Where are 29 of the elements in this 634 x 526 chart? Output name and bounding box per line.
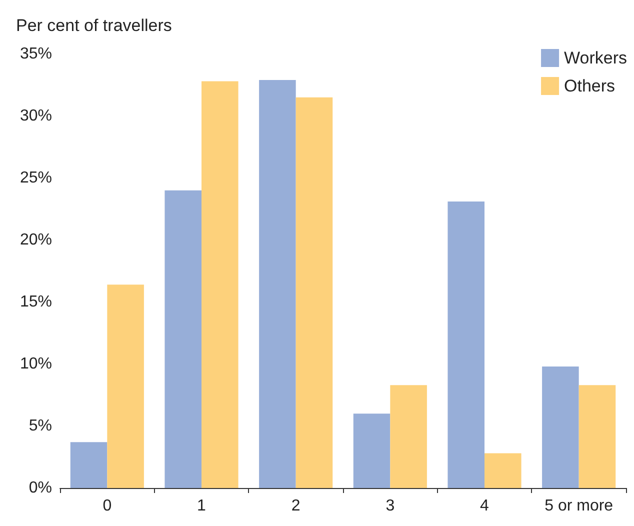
y-tick-label: 10% — [20, 356, 52, 372]
bar — [164, 190, 202, 488]
legend-label: Workers — [564, 48, 628, 68]
bar — [107, 284, 144, 488]
bar — [390, 385, 427, 488]
y-tick-label: 15% — [20, 294, 52, 310]
y-tick-label: 5% — [28, 418, 52, 434]
bar — [296, 97, 333, 488]
legend-label: Others — [564, 76, 616, 96]
x-tick-label: 3 — [386, 498, 395, 514]
bar — [578, 385, 616, 488]
bar — [448, 202, 484, 488]
bar — [202, 81, 238, 488]
y-tick-label: 0% — [28, 480, 52, 496]
bar — [484, 453, 522, 488]
bar — [259, 80, 296, 488]
bar — [542, 366, 579, 488]
x-tick-label: 2 — [291, 498, 300, 514]
y-tick-label: 20% — [20, 232, 52, 248]
y-axis-title: Per cent of travellers — [16, 16, 172, 35]
y-tick-label: 30% — [20, 108, 52, 124]
bar — [70, 442, 108, 488]
x-tick-label: 0 — [102, 498, 112, 514]
bar — [353, 414, 390, 488]
x-tick-label: 4 — [480, 498, 490, 514]
y-tick-label: 35% — [20, 46, 52, 62]
y-tick-label: 25% — [20, 170, 52, 186]
x-tick-label: 5 or more — [544, 498, 614, 514]
x-tick-label: 1 — [197, 498, 206, 514]
